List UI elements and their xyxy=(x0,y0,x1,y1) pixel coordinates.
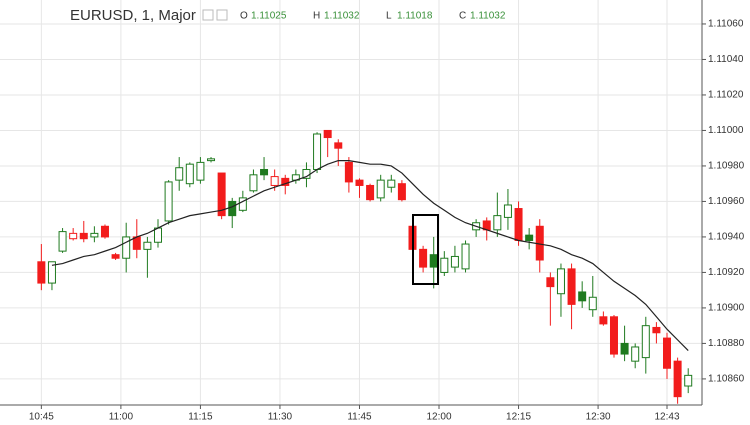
highlight-box xyxy=(412,214,439,285)
y-tick-label: 1.10860 xyxy=(708,374,745,385)
candle-body xyxy=(100,225,109,238)
x-tick-label: 10:45 xyxy=(29,412,54,423)
y-tick-label: 1.11020 xyxy=(708,90,744,101)
candle-body xyxy=(323,129,332,139)
x-tick-label: 11:45 xyxy=(347,412,372,423)
candle-body xyxy=(58,231,67,252)
x-tick-label: 12:30 xyxy=(586,412,611,423)
candle-body xyxy=(503,204,512,218)
candle-body xyxy=(493,215,502,231)
candle-body xyxy=(164,181,173,222)
candle-body xyxy=(260,168,269,176)
ohlc-legend: O 1.11025 H 1.11032 L 1.11018 C 1.11032 xyxy=(240,11,506,22)
ohlc-value: 1.11032 xyxy=(470,11,506,22)
candle-body xyxy=(154,227,163,243)
x-tick-label: 12:43 xyxy=(654,412,679,423)
candle-body xyxy=(196,161,205,181)
candle-body xyxy=(217,172,226,217)
candle-body xyxy=(249,174,258,192)
candle-body xyxy=(228,200,237,217)
candle-body xyxy=(546,277,555,288)
y-tick-label: 1.10960 xyxy=(708,196,745,207)
candle-body xyxy=(684,374,693,387)
candle-body xyxy=(344,161,353,183)
y-tick-label: 1.10880 xyxy=(708,338,745,349)
candle-body xyxy=(609,316,618,355)
candle-body xyxy=(207,158,216,162)
candle-body xyxy=(47,261,56,284)
candle-body xyxy=(37,261,46,284)
ohlc-label: H xyxy=(313,11,320,22)
candle-body xyxy=(355,179,364,186)
icon[interactable] xyxy=(202,9,214,21)
candle-body xyxy=(673,360,682,398)
candle-body xyxy=(525,234,534,241)
candle-body xyxy=(366,184,375,201)
candle-body xyxy=(599,316,608,325)
y-tick-label: 1.11000 xyxy=(708,125,744,136)
ohlc-label: O xyxy=(240,11,248,22)
y-tick-label: 1.11040 xyxy=(708,54,744,65)
candle-body xyxy=(143,241,152,250)
candle-body xyxy=(631,346,640,362)
ohlc-value: 1.11032 xyxy=(324,11,360,22)
candle-body xyxy=(641,325,650,359)
candle-body xyxy=(79,232,88,240)
candle-body xyxy=(578,291,587,302)
x-tick-label: 11:15 xyxy=(188,412,213,423)
candle-body xyxy=(514,208,523,241)
candle-body xyxy=(69,232,78,240)
candle-body xyxy=(429,254,438,268)
candle-body xyxy=(588,296,597,311)
candle-body xyxy=(111,254,120,259)
candle-body xyxy=(122,236,131,259)
x-tick-label: 11:00 xyxy=(109,412,134,423)
grid xyxy=(0,0,702,405)
x-tick-label: 12:15 xyxy=(506,412,531,423)
y-tick-label: 1.10900 xyxy=(708,303,745,314)
candle-body xyxy=(450,255,459,268)
candle-body xyxy=(397,183,406,201)
x-tick-label: 12:00 xyxy=(426,412,451,423)
y-tick-label: 1.10940 xyxy=(708,232,745,243)
candle-body xyxy=(313,133,322,170)
candle-body xyxy=(238,197,247,211)
candle-body xyxy=(270,176,279,186)
candle-body xyxy=(652,326,661,334)
axes: 1.10860 1.10880 1.10900 1.10920 1.10940 1.109… xyxy=(29,19,745,423)
candle-body xyxy=(663,337,672,369)
y-tick-label: 1.10920 xyxy=(708,267,745,278)
candle-body xyxy=(461,243,470,270)
ohlc-label: L xyxy=(386,11,392,22)
candle-body xyxy=(387,179,396,188)
candle-body xyxy=(175,167,184,181)
icon[interactable] xyxy=(216,9,228,21)
ohlc-value: 1.11025 xyxy=(251,11,287,22)
candle-body xyxy=(185,163,194,185)
ohlc-label: C xyxy=(459,11,466,22)
plot xyxy=(37,129,693,404)
candle-body xyxy=(620,342,629,355)
candle-body xyxy=(376,179,385,199)
y-tick-label: 1.10980 xyxy=(708,161,745,172)
candle-body xyxy=(556,268,565,295)
moving-average xyxy=(51,160,689,351)
candle-body xyxy=(334,142,343,149)
ohlc-value: 1.11018 xyxy=(397,11,433,22)
candle-body xyxy=(440,257,449,273)
candle-body xyxy=(419,248,428,268)
candle-body xyxy=(90,232,99,238)
chart-title: EURUSD, 1, Major xyxy=(70,7,196,24)
candle-body xyxy=(567,268,576,305)
y-tick-label: 1.11060 xyxy=(708,19,744,30)
x-tick-label: 11:30 xyxy=(268,412,293,423)
